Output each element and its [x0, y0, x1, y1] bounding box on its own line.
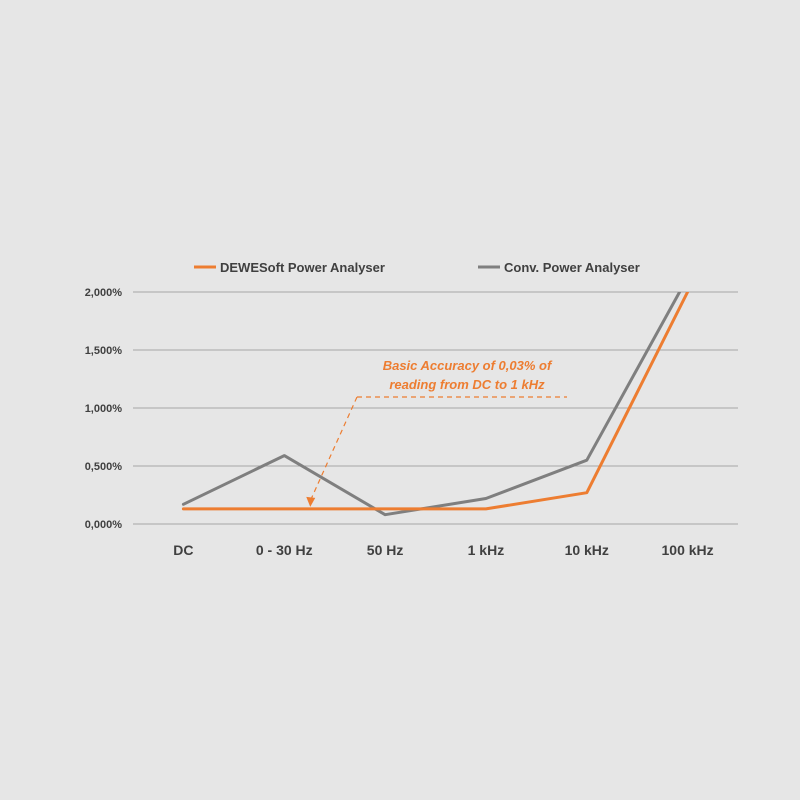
- y-tick-label: 1,500%: [85, 345, 123, 357]
- y-tick-label: 0,500%: [85, 461, 123, 473]
- legend-label: Conv. Power Analyser: [504, 260, 640, 275]
- y-tick-label: 2,000%: [85, 287, 123, 299]
- y-tick-label: 1,000%: [85, 403, 123, 415]
- x-axis-ticks: DC 0 - 30 Hz 50 Hz 1 kHz 10 kHz 100 kHz: [173, 542, 713, 558]
- x-tick-label: 1 kHz: [468, 542, 505, 558]
- x-tick-label: 50 Hz: [367, 542, 404, 558]
- series-line-0: [181, 292, 690, 511]
- x-tick-label: 0 - 30 Hz: [256, 542, 313, 558]
- annotation-arrow-line: [309, 396, 358, 502]
- series-lines: [181, 292, 690, 517]
- gridlines: [133, 291, 738, 525]
- legend-label: DEWESoft Power Analyser: [220, 260, 385, 275]
- x-tick-label: 10 kHz: [565, 542, 609, 558]
- x-tick-label: 100 kHz: [662, 542, 714, 558]
- legend: DEWESoft Power Analyser Conv. Power Analy…: [194, 260, 640, 275]
- annotation-text: reading from DC to 1 kHz: [389, 377, 545, 392]
- y-tick-label: 0,000%: [85, 519, 123, 531]
- series-line-1: [181, 292, 682, 517]
- annotation-arrowhead: [306, 496, 316, 507]
- annotation-text: Basic Accuracy of 0,03% of: [383, 358, 553, 373]
- y-axis-ticks: 0,000% 0,500% 1,000% 1,500% 2,000%: [85, 287, 123, 531]
- annotation: Basic Accuracy of 0,03% of reading from D…: [306, 358, 567, 507]
- x-tick-label: DC: [173, 542, 193, 558]
